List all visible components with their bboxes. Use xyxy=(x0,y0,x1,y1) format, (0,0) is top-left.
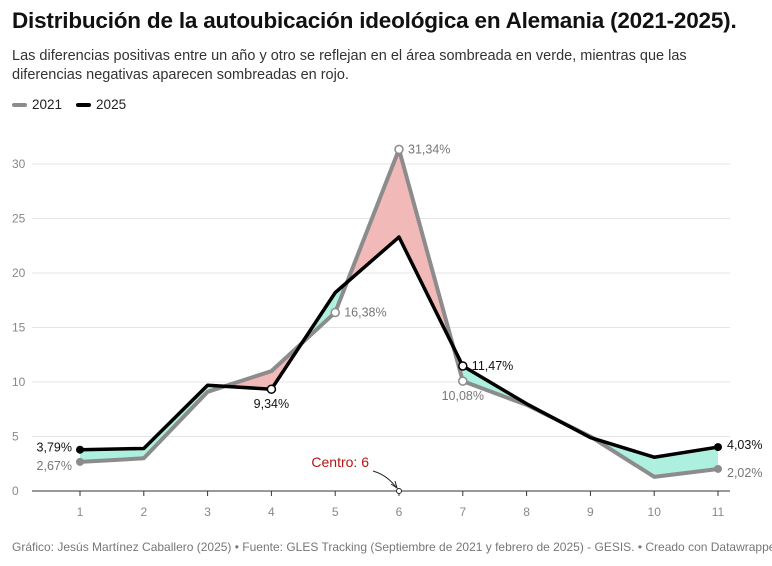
y-tick-label-30: 30 xyxy=(12,157,26,171)
value-label-2021-11: 2,02% xyxy=(727,466,762,480)
x-tick-label-6: 6 xyxy=(396,505,403,519)
point-2021-5 xyxy=(330,307,340,318)
x-tick-label-10: 10 xyxy=(648,505,662,519)
value-label-2021-6: 31,34% xyxy=(408,142,450,156)
y-tick-label-25: 25 xyxy=(12,212,26,226)
center-annotation-point xyxy=(396,488,402,494)
series-line-2025 xyxy=(78,235,720,459)
value-label-2025-7: 11,47% xyxy=(472,359,513,373)
value-label-2025-4: 9,34% xyxy=(254,397,289,411)
x-tick-label-5: 5 xyxy=(332,505,339,519)
value-label-2021-1: 2,67% xyxy=(37,459,72,473)
chart-title: Distribución de la autoubicación ideológ… xyxy=(12,8,737,33)
y-tick-label-0: 0 xyxy=(12,484,19,498)
point-2025-11 xyxy=(714,443,722,452)
x-tick-label-8: 8 xyxy=(523,505,530,519)
point-2021-7 xyxy=(458,376,468,386)
value-label-2021-5: 16,38% xyxy=(344,305,386,319)
value-label-2025-1: 3,79% xyxy=(37,441,72,455)
value-label-2025-11: 4,03% xyxy=(727,438,762,452)
legend: 2021 2025 xyxy=(12,97,140,112)
x-tick-label-1: 1 xyxy=(77,505,84,519)
center-annotation-arrow xyxy=(372,470,397,488)
x-tick-label-7: 7 xyxy=(459,505,466,519)
y-tick-label-15: 15 xyxy=(12,321,26,335)
legend-swatch-2021 xyxy=(12,102,27,107)
legend-item-2021: 2021 xyxy=(12,97,62,112)
point-2021-11 xyxy=(714,464,722,473)
y-tick-label-10: 10 xyxy=(12,375,26,389)
x-tick-label-9: 9 xyxy=(587,505,594,519)
x-tick-label-11: 11 xyxy=(712,505,725,519)
center-annotation-arrowhead xyxy=(390,480,398,490)
center-annotation-label: Centro: 6 xyxy=(311,454,369,470)
point-2025-7 xyxy=(458,361,468,371)
point-2025-1 xyxy=(76,445,84,454)
y-tick-label-20: 20 xyxy=(12,266,26,280)
point-2021-1 xyxy=(76,457,84,466)
chart-footer: Gráfico: Jesús Martínez Caballero (2025)… xyxy=(12,540,772,554)
x-tick-label-4: 4 xyxy=(268,505,275,519)
point-2021-6 xyxy=(394,144,404,155)
legend-item-2025: 2025 xyxy=(76,97,126,112)
point-2025-4 xyxy=(266,384,277,394)
chart-subtitle: Las diferencias positivas entre un año y… xyxy=(12,48,687,83)
legend-label-2025: 2025 xyxy=(96,97,127,112)
x-tick-label-2: 2 xyxy=(140,505,147,519)
y-tick-label-5: 5 xyxy=(12,430,19,444)
legend-swatch-2025 xyxy=(76,102,92,107)
value-label-2021-7: 10,08% xyxy=(442,389,484,403)
x-tick-label-3: 3 xyxy=(204,505,211,519)
legend-label-2021: 2021 xyxy=(32,97,63,112)
